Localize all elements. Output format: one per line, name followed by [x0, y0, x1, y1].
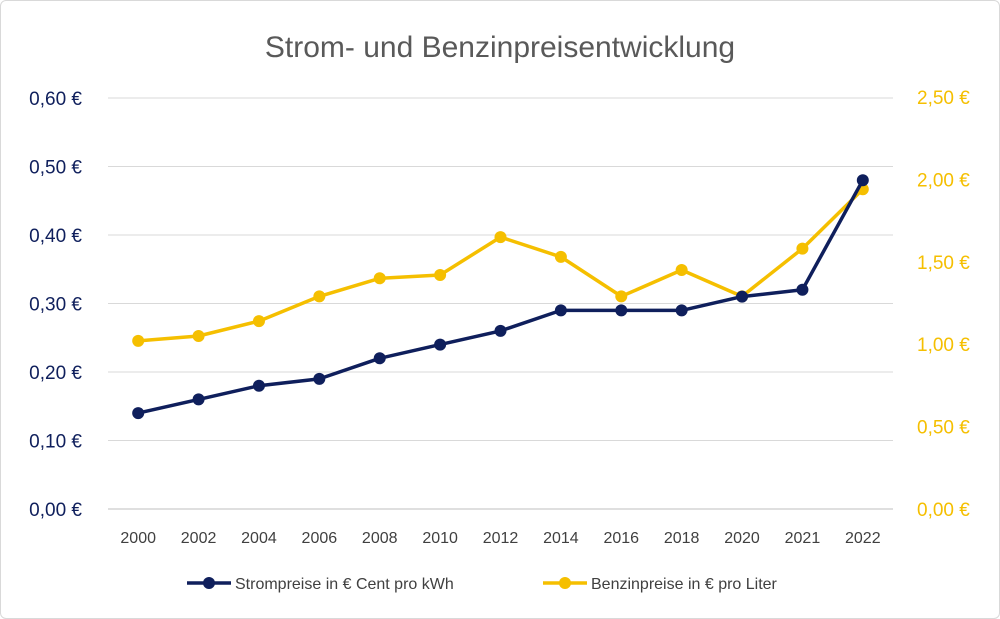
x-tick-label: 2012	[483, 530, 519, 547]
data-point	[494, 231, 507, 244]
y-right-tick-label: 0,00 €	[917, 500, 970, 521]
legend: Strompreise in € Cent pro kWh Benzinpreis…	[187, 576, 778, 593]
x-tick-label: 2022	[845, 530, 881, 547]
y-left-tick-label: 0,30 €	[29, 295, 82, 316]
data-point	[252, 379, 265, 392]
data-point	[796, 242, 809, 255]
data-point	[192, 329, 205, 342]
y-left-tick-label: 0,60 €	[29, 89, 82, 110]
legend-item: Strompreise in € Cent pro kWh	[187, 576, 454, 593]
data-point	[494, 324, 507, 337]
y-right-tick-label: 2,50 €	[917, 88, 970, 109]
y-axis-left: 0,00 € 0,10 € 0,20 € 0,30 € 0,40 € 0,50 € 0,60…	[29, 89, 82, 521]
data-point	[675, 304, 688, 317]
x-tick-label: 2000	[120, 530, 156, 547]
data-point	[373, 272, 386, 285]
data-point	[554, 304, 567, 317]
legend-marker	[559, 577, 571, 589]
y-left-tick-label: 0,00 €	[29, 500, 82, 521]
series-line	[136, 178, 865, 415]
data-point	[615, 290, 628, 303]
y-right-tick-label: 0,50 €	[917, 418, 970, 439]
y-left-tick-label: 0,50 €	[29, 158, 82, 179]
x-tick-label: 2006	[302, 530, 338, 547]
data-point	[373, 352, 386, 365]
y-axis-right: 0,00 € 0,50 € 1,00 € 1,50 € 2,00 € 2,50 €	[917, 88, 970, 521]
x-tick-label: 2010	[422, 530, 458, 547]
series-1	[132, 174, 869, 420]
data-point	[434, 338, 447, 351]
chart-title: Strom- und Benzinpreisentwicklung	[265, 31, 735, 64]
data-point	[252, 315, 265, 328]
data-point	[796, 283, 809, 296]
legend-label: Benzinpreise in € pro Liter	[591, 576, 778, 593]
data-point	[736, 290, 749, 303]
x-tick-label: 2021	[785, 530, 821, 547]
legend-item: Benzinpreise in € pro Liter	[543, 576, 778, 593]
data-point	[132, 407, 145, 420]
y-right-tick-label: 1,00 €	[917, 335, 970, 356]
x-tick-label: 2002	[181, 530, 217, 547]
data-point	[675, 264, 688, 277]
y-left-tick-label: 0,20 €	[29, 363, 82, 384]
x-tick-label: 2014	[543, 530, 579, 547]
x-axis: 2000 2002 2004 2006 2008 2010 2012 2014 2016 2018…	[120, 530, 880, 547]
data-point	[192, 393, 205, 406]
x-tick-label: 2008	[362, 530, 398, 547]
legend-marker	[203, 577, 215, 589]
data-point	[434, 268, 447, 281]
gridlines	[108, 97, 893, 510]
data-point	[313, 290, 326, 303]
y-right-tick-label: 1,50 €	[917, 253, 970, 274]
data-point	[615, 304, 628, 317]
data-point	[856, 174, 869, 187]
x-tick-label: 2020	[724, 530, 760, 547]
x-tick-label: 2018	[664, 530, 700, 547]
x-tick-label: 2004	[241, 530, 277, 547]
y-left-tick-label: 0,10 €	[29, 432, 82, 453]
series-2	[132, 183, 869, 347]
data-point	[313, 372, 326, 385]
y-left-tick-label: 0,40 €	[29, 226, 82, 247]
legend-label: Strompreise in € Cent pro kWh	[235, 576, 454, 593]
x-tick-label: 2016	[603, 530, 639, 547]
data-point	[132, 334, 145, 347]
data-point	[554, 250, 567, 263]
series-layer	[132, 174, 869, 420]
y-right-tick-label: 2,00 €	[917, 170, 970, 191]
series-line	[136, 187, 865, 343]
